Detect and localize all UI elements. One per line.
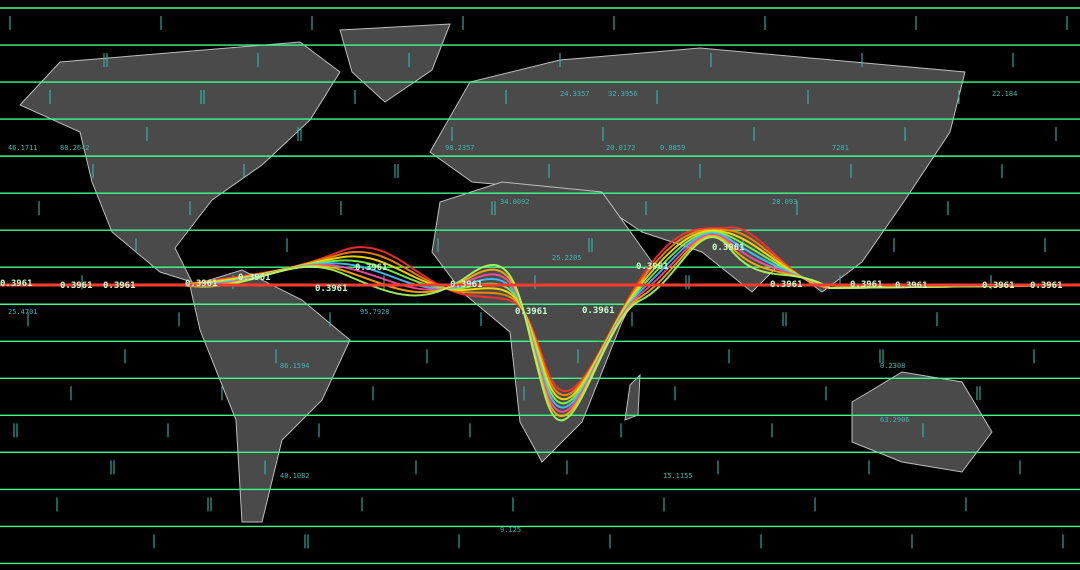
value-label: 0.3961 [982, 281, 1015, 291]
wave-line [0, 232, 1080, 409]
readout: 28.093 [772, 198, 797, 206]
wave-line [0, 236, 1080, 422]
value-label: 0.3961 [1030, 281, 1063, 291]
readout: 9.125 [500, 526, 521, 534]
readout: 32.3956 [608, 90, 638, 98]
readout: 25.2205 [552, 254, 582, 262]
readout: 46.1711 [8, 144, 38, 152]
value-label: 0.3961 [238, 273, 271, 283]
readout: 7281 [832, 144, 849, 152]
wave-line [0, 234, 1080, 418]
value-label: 0.3961 [355, 263, 388, 273]
scan-lines [0, 7, 1080, 565]
readout: 22.184 [992, 90, 1017, 98]
readout: 25.4701 [8, 308, 38, 316]
world-map [19, 23, 993, 523]
wave-line [0, 229, 1080, 401]
readout: 34.0092 [500, 198, 530, 206]
wave-line [0, 233, 1080, 413]
readout: 80.2642 [60, 144, 90, 152]
value-label: 0.3961 [60, 281, 93, 291]
south-america [189, 269, 351, 523]
readout: 24.3357 [560, 90, 590, 98]
readout: 40.1082 [280, 472, 310, 480]
value-label: 0.3961 [0, 279, 33, 289]
value-label: 0.3961 [712, 243, 745, 253]
value-label: 0.3961 [895, 281, 928, 291]
readout: 86.1594 [280, 362, 310, 370]
waves [0, 226, 1080, 422]
readout: 0.8859 [660, 144, 685, 152]
wave-line [0, 231, 1080, 405]
value-label: 0.3961 [103, 281, 136, 291]
readout: 15.1155 [663, 472, 693, 480]
readout: 0.2308 [880, 362, 905, 370]
value-label: 0.3961 [315, 284, 348, 294]
value-label: 0.3961 [582, 306, 615, 316]
wave-line [0, 228, 1080, 397]
north-america [19, 41, 341, 283]
wave-line [0, 226, 1080, 393]
readout: 95.7928 [360, 308, 390, 316]
readout: 20.0172 [606, 144, 636, 152]
value-label: 0.3961 [636, 262, 669, 272]
value-label: 0.3961 [850, 280, 883, 290]
value-label: 0.3961 [450, 280, 483, 290]
readout: 63.2906 [880, 416, 910, 424]
value-label: 0.3961 [185, 279, 218, 289]
readout: 98.2357 [445, 144, 475, 152]
value-label: 0.3961 [515, 307, 548, 317]
value-label: 0.3961 [770, 280, 803, 290]
labels: 0.3961 0.3961 0.3961 0.3961 0.3961 0.3961 0.39… [0, 90, 1063, 534]
